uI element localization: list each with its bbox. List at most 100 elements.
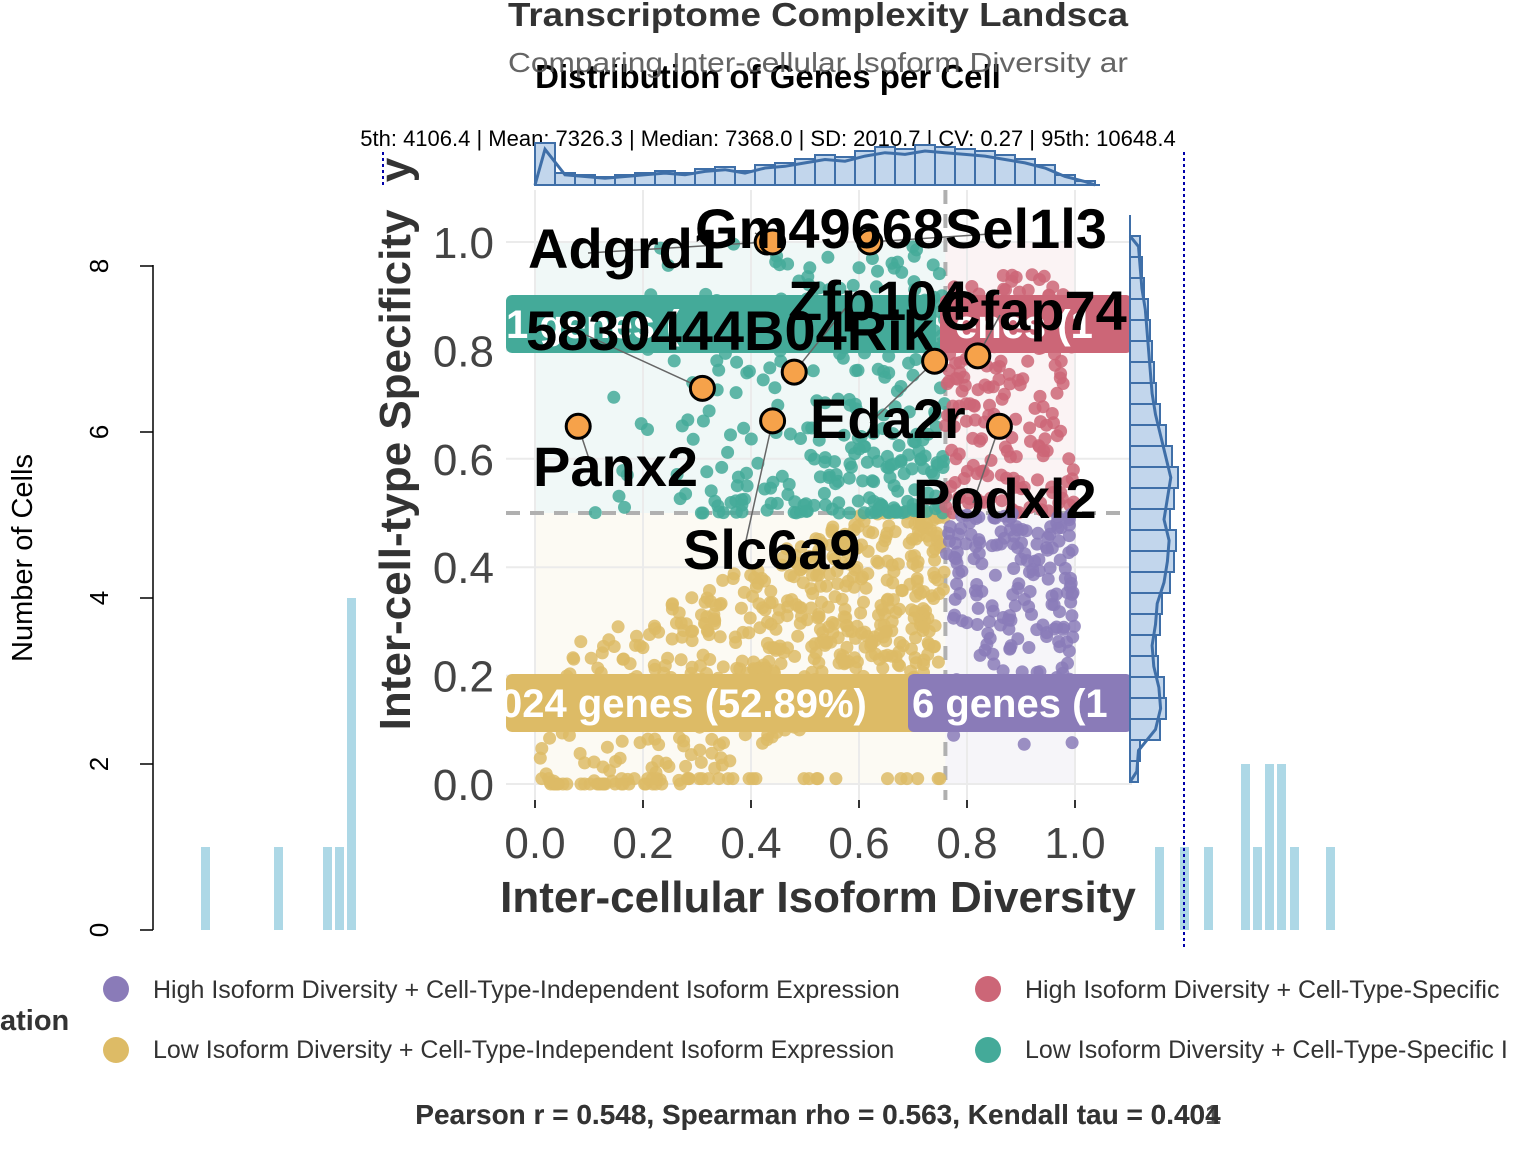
point-gold	[685, 591, 699, 605]
gene-point-cfap74	[964, 342, 992, 370]
point-gold	[928, 553, 942, 567]
gene-leader-5830444b04rik	[585, 334, 703, 390]
point-gold	[840, 640, 854, 654]
legend-swatch-4	[975, 1037, 1001, 1063]
x-axis-title: Inter-cellular Isoform Diversity	[500, 873, 1136, 922]
hist-bar	[1326, 847, 1335, 930]
point-teal	[832, 496, 846, 510]
y-tick-label-2: 0.4	[433, 544, 494, 593]
point-teal	[831, 392, 845, 406]
point-teal	[704, 484, 718, 498]
point-teal	[742, 364, 756, 378]
y-axis-title-overflow: y	[371, 157, 420, 182]
point-teal	[686, 432, 700, 446]
quadrant-label-gold-text: 024 genes (52.89%)	[500, 682, 867, 726]
hist-bar	[347, 598, 356, 930]
point-red	[948, 476, 962, 489]
point-gold	[679, 759, 693, 773]
point-purple	[1050, 587, 1063, 601]
point-gold	[665, 602, 679, 616]
point-teal	[907, 249, 921, 263]
point-teal	[794, 432, 807, 445]
point-teal	[891, 484, 905, 498]
point-teal	[889, 505, 903, 519]
point-gold	[842, 557, 856, 571]
point-baseline	[802, 772, 816, 786]
point-gold	[533, 751, 547, 765]
point-purple	[943, 520, 957, 534]
point-teal	[773, 258, 787, 272]
point-gold	[804, 582, 818, 596]
point-purple	[953, 587, 967, 600]
point-gold	[909, 589, 923, 603]
point-red	[959, 414, 973, 428]
point-teal	[806, 364, 820, 378]
point-gold	[910, 559, 924, 573]
point-gold	[679, 617, 693, 631]
point-teal	[737, 421, 751, 435]
point-teal	[768, 381, 782, 395]
point-gold	[931, 655, 945, 669]
point-red	[1052, 496, 1066, 510]
quadrant-label-red-text: enes (1	[955, 303, 1093, 347]
point-gold	[760, 636, 774, 650]
point-gold	[816, 626, 830, 640]
point-gold	[875, 603, 889, 617]
point-baseline	[542, 772, 556, 786]
point-red	[995, 494, 1009, 508]
point-teal	[901, 494, 915, 508]
point-red	[1045, 407, 1059, 420]
point-gold	[774, 657, 788, 671]
point-teal	[921, 486, 935, 500]
point-teal	[804, 448, 818, 462]
point-gold	[765, 730, 779, 744]
quadrant-label-purple-text: 6 genes (1	[912, 682, 1108, 726]
point-gold	[574, 635, 588, 649]
point-gold	[865, 636, 879, 650]
y-axis-title: Inter-cell-type Specificity	[371, 209, 420, 730]
point-red	[966, 458, 980, 472]
point-gold	[802, 550, 816, 563]
point-red	[1042, 504, 1055, 518]
point-gold	[917, 653, 931, 667]
point-gold	[788, 649, 802, 663]
point-teal	[866, 426, 880, 440]
gene-label-slc6a9: Slc6a9	[683, 518, 861, 581]
point-red	[1056, 377, 1070, 390]
point-teal	[770, 496, 784, 510]
histogram-y-label: Number of Cells	[7, 454, 39, 662]
x-tick-label-4: 0.8	[936, 819, 997, 868]
point-teal	[775, 469, 789, 483]
point-gold	[839, 656, 852, 670]
point-gold	[924, 523, 938, 537]
point-gold	[809, 646, 823, 660]
hist-y-tick-label-3: 6	[84, 425, 114, 439]
point-gold	[643, 628, 656, 641]
point-gold	[879, 625, 893, 639]
gene-leader-adgrd1	[587, 241, 768, 254]
point-gold	[574, 777, 588, 791]
point-teal	[729, 386, 743, 400]
point-purple	[1043, 561, 1057, 575]
point-purple	[1062, 529, 1076, 543]
gene-leader-podxl2	[972, 426, 1001, 504]
gene-label-gm49668: Gm49668	[695, 197, 944, 260]
gene-leader-eda2r	[869, 360, 936, 424]
point-teal	[818, 455, 832, 469]
hist-bar	[1265, 764, 1274, 930]
point-gold	[826, 626, 840, 640]
point-purple	[947, 611, 960, 625]
point-gold	[705, 732, 719, 746]
point-baseline	[721, 772, 735, 786]
point-gold	[729, 636, 743, 649]
point-teal	[869, 280, 883, 294]
point-gold	[734, 601, 748, 615]
point-red	[984, 453, 998, 467]
x-tick-label-3: 0.6	[828, 819, 889, 868]
point-purple	[1023, 565, 1036, 579]
hist-bar	[1155, 847, 1164, 930]
point-purple	[982, 615, 996, 629]
point-teal	[673, 492, 687, 506]
hist-bar	[274, 847, 283, 930]
